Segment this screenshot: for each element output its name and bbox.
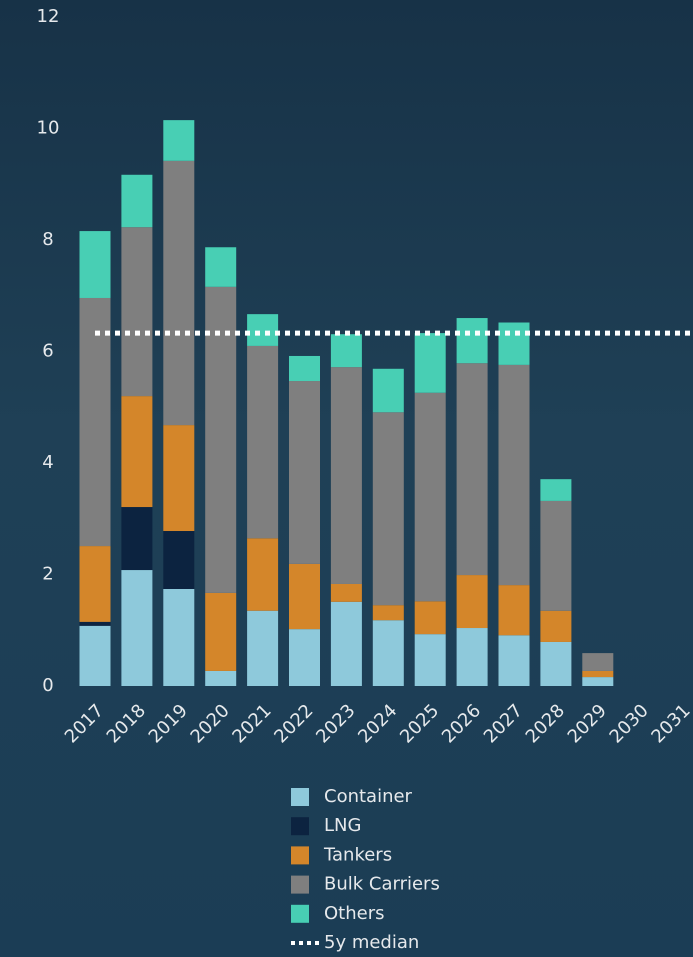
bar-segment bbox=[540, 479, 572, 501]
bar-segment bbox=[414, 392, 446, 602]
legend-label: LNG bbox=[324, 815, 361, 836]
bar-segment bbox=[121, 396, 153, 508]
bar-segment bbox=[330, 583, 362, 602]
bar-segment bbox=[372, 412, 404, 606]
legend-label: Container bbox=[324, 786, 413, 807]
bar-segment bbox=[289, 563, 320, 630]
bar-segment bbox=[121, 570, 153, 686]
bar-segment bbox=[121, 507, 153, 571]
bar-segment bbox=[79, 546, 111, 622]
bar-segment bbox=[163, 425, 195, 532]
bar-segment bbox=[372, 620, 404, 686]
y-tick-label: 0 bbox=[42, 675, 53, 696]
bar-segment bbox=[498, 585, 530, 636]
legend-label: Tankers bbox=[323, 844, 392, 865]
bar-segment bbox=[540, 610, 572, 642]
bar-segment bbox=[372, 605, 404, 621]
bar-segment bbox=[79, 231, 111, 298]
bar-segment bbox=[414, 634, 446, 686]
bar-segment bbox=[205, 670, 237, 686]
bar-segment bbox=[414, 333, 446, 393]
bar-segment bbox=[330, 334, 362, 368]
legend-swatch bbox=[291, 817, 309, 836]
bar-segment bbox=[582, 653, 614, 671]
bar-segment bbox=[582, 670, 614, 678]
bar-segment bbox=[79, 297, 111, 547]
bar-segment bbox=[163, 120, 195, 161]
bar-segment bbox=[456, 575, 488, 629]
bar-segment bbox=[372, 368, 404, 413]
y-tick-label: 10 bbox=[37, 118, 60, 139]
bar-segment bbox=[498, 322, 530, 365]
legend-swatch bbox=[291, 904, 309, 923]
y-tick-label: 2 bbox=[42, 564, 53, 585]
bar-segment bbox=[582, 677, 614, 686]
bar-segment bbox=[456, 628, 488, 686]
bar-segment bbox=[414, 601, 446, 635]
bar-segment bbox=[205, 286, 237, 593]
legend-swatch bbox=[291, 788, 309, 806]
bar-segment bbox=[289, 355, 320, 382]
bar-segment bbox=[289, 629, 320, 686]
bar-segment bbox=[330, 601, 362, 686]
legend-swatch bbox=[291, 846, 309, 865]
bar-segment bbox=[540, 500, 572, 611]
y-tick-label: 8 bbox=[42, 229, 53, 250]
bar-segment bbox=[498, 635, 530, 686]
y-tick-label: 6 bbox=[42, 341, 53, 362]
bar-segment bbox=[205, 592, 237, 671]
y-tick-label: 12 bbox=[37, 6, 60, 27]
bar-segment bbox=[121, 227, 153, 397]
bar-segment bbox=[456, 318, 488, 364]
bar-segment bbox=[498, 364, 530, 586]
legend-label: Others bbox=[324, 903, 385, 924]
bar-segment bbox=[247, 610, 279, 686]
legend-swatch bbox=[291, 875, 309, 894]
bar-segment bbox=[247, 538, 279, 611]
bar-segment bbox=[163, 588, 195, 686]
bar-segment bbox=[163, 160, 195, 426]
bar-segment bbox=[456, 363, 488, 576]
legend-label: Bulk Carriers bbox=[324, 874, 440, 895]
bar-segment bbox=[163, 531, 195, 589]
bar-segment bbox=[121, 174, 153, 228]
bar-segment bbox=[289, 381, 320, 564]
bar-segment bbox=[247, 345, 279, 539]
bar-segment bbox=[205, 247, 237, 287]
bar-segment bbox=[247, 314, 279, 346]
y-tick-label: 4 bbox=[42, 452, 53, 473]
bar-segment bbox=[330, 367, 362, 584]
bar-segment bbox=[79, 621, 111, 626]
bar-segment bbox=[79, 625, 111, 686]
legend-label: 5y median bbox=[324, 932, 419, 953]
bar-segment bbox=[540, 641, 572, 686]
